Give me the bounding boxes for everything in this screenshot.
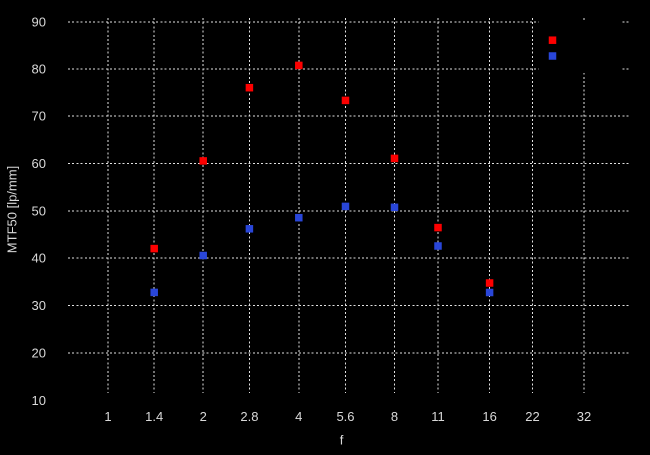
svg-text:80: 80	[32, 62, 46, 77]
svg-text:22: 22	[525, 409, 539, 424]
svg-text:5.6: 5.6	[336, 409, 354, 424]
svg-text:10: 10	[32, 393, 46, 408]
svg-text:90: 90	[32, 15, 46, 30]
svg-text:50: 50	[32, 204, 46, 219]
svg-text:40: 40	[32, 251, 46, 266]
svg-text:20: 20	[32, 346, 46, 361]
svg-text:30: 30	[32, 298, 46, 313]
svg-text:32: 32	[577, 409, 591, 424]
svg-text:f: f	[340, 433, 344, 448]
svg-text:60: 60	[32, 156, 46, 171]
svg-text:1.4: 1.4	[145, 409, 163, 424]
svg-text:11: 11	[431, 409, 445, 424]
svg-text:70: 70	[32, 109, 46, 124]
svg-text:2: 2	[200, 409, 207, 424]
svg-text:4: 4	[295, 409, 302, 424]
svg-text:16: 16	[482, 409, 496, 424]
svg-text:8: 8	[391, 409, 398, 424]
svg-text:2.8: 2.8	[240, 409, 258, 424]
svg-text:1: 1	[104, 409, 111, 424]
svg-text:MTF50 [lp/mm]: MTF50 [lp/mm]	[5, 166, 20, 253]
